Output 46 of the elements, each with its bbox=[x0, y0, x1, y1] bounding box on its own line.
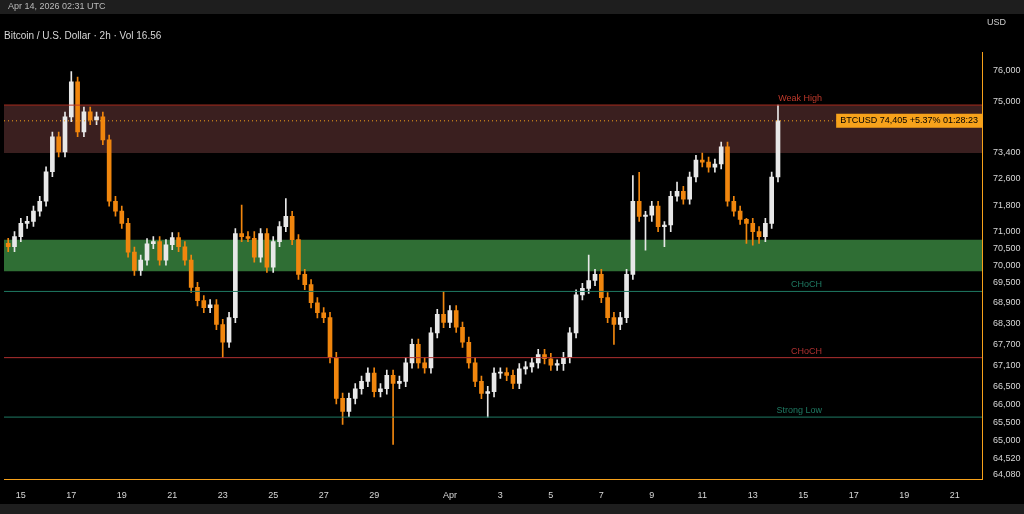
x-tick-label: 29 bbox=[369, 490, 380, 501]
ref-line-label: CHoCH bbox=[790, 279, 822, 290]
y-tick-label: 72,600 bbox=[993, 173, 1021, 184]
y-tick-label: 65,000 bbox=[993, 435, 1021, 446]
x-tick-label: 15 bbox=[15, 490, 26, 501]
x-tick-label: Apr bbox=[442, 490, 457, 501]
x-tick-label: 3 bbox=[497, 490, 503, 501]
x-tick-label: 21 bbox=[167, 490, 178, 501]
y-tick-label: 66,000 bbox=[993, 399, 1021, 409]
y-tick-label: 64,080 bbox=[993, 468, 1021, 479]
x-tick-label: 25 bbox=[268, 490, 279, 501]
y-tick-label: 68,300 bbox=[993, 317, 1021, 328]
x-tick-label: 17 bbox=[848, 490, 859, 501]
text: Apr 14, 2026 02:31 UTC bbox=[8, 1, 106, 11]
y-tick-label: 75,000 bbox=[993, 96, 1021, 107]
x-tick-label: 13 bbox=[747, 490, 758, 501]
x-tick-label: 17 bbox=[66, 490, 77, 501]
ref-line-label: Strong Low bbox=[776, 405, 823, 416]
y-axis-title: USD bbox=[986, 17, 1006, 27]
y-tick-label: 73,400 bbox=[993, 147, 1021, 158]
ref-line-label: BTCUSD 74,405 +5.37% 01:28:23 bbox=[840, 115, 978, 126]
x-tick-label: 9 bbox=[649, 490, 655, 501]
ref-line-label: Weak High bbox=[778, 93, 822, 104]
x-tick-label: 19 bbox=[116, 490, 127, 501]
y-tick-label: 66,500 bbox=[993, 381, 1021, 392]
x-tick-label: 19 bbox=[899, 490, 910, 501]
y-tick-label: 69,500 bbox=[993, 276, 1021, 287]
x-tick-label: 15 bbox=[798, 490, 809, 501]
y-tick-label: 71,800 bbox=[993, 199, 1021, 210]
y-tick-label: 65,500 bbox=[993, 417, 1021, 427]
y-tick-label: 64,520 bbox=[993, 452, 1021, 463]
y-tick-label: 76,000 bbox=[993, 65, 1021, 76]
chart-title: Bitcoin / U.S. Dollar · 2h · Vol 16.56 bbox=[4, 29, 162, 41]
y-tick-label: 70,000 bbox=[993, 259, 1021, 270]
y-tick-label: 68,900 bbox=[993, 297, 1021, 308]
x-tick-label: 23 bbox=[217, 490, 228, 501]
x-tick-label: 21 bbox=[949, 490, 960, 501]
x-tick-label: 11 bbox=[697, 490, 707, 501]
y-tick-label: 71,000 bbox=[993, 226, 1021, 237]
x-tick-label: 7 bbox=[598, 490, 604, 501]
x-tick-label: 5 bbox=[548, 490, 554, 501]
y-tick-label: 67,100 bbox=[993, 359, 1021, 370]
y-tick-label: 70,500 bbox=[993, 242, 1021, 253]
ref-line-label: CHoCH bbox=[790, 345, 822, 356]
x-tick-label: 27 bbox=[318, 490, 329, 501]
y-tick-label: 67,700 bbox=[993, 338, 1021, 349]
